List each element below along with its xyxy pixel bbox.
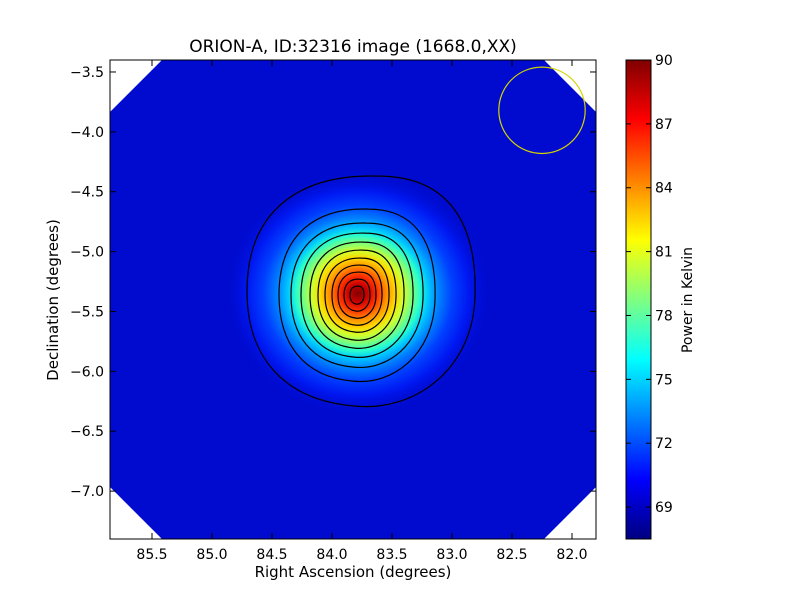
x-tick-label: 82.0 bbox=[556, 547, 587, 563]
contour-line bbox=[317, 249, 397, 341]
x-tick-label: 84.0 bbox=[316, 547, 347, 563]
y-tick-label: −6.5 bbox=[70, 424, 104, 440]
contour-line bbox=[290, 222, 424, 369]
image-corner-masks bbox=[110, 60, 596, 539]
colorbar-tick-label: 78 bbox=[655, 308, 673, 324]
contour-line bbox=[246, 175, 476, 408]
x-axis-label: Right Ascension (degrees) bbox=[255, 563, 452, 581]
y-axis-label: Declination (degrees) bbox=[44, 219, 62, 381]
colorbar-gradient bbox=[625, 59, 652, 540]
image-corner-mask bbox=[110, 60, 162, 112]
x-tick-label: 85.5 bbox=[136, 547, 167, 563]
y-tick-label: −7.0 bbox=[70, 484, 104, 500]
colorbar-tick-label: 69 bbox=[655, 500, 673, 516]
x-tick-label: 85.0 bbox=[196, 547, 227, 563]
colorbar-label: Power in Kelvin bbox=[680, 247, 696, 353]
colorbar: 69 72 75 78 81 84 87 90 Power in Kelvin bbox=[625, 53, 696, 540]
y-tick-label: −5.0 bbox=[70, 245, 104, 261]
x-tick-label: 84.5 bbox=[256, 547, 287, 563]
plot-frame bbox=[109, 59, 597, 540]
y-axis-ticks: −3.5 −4.0 −4.5 −5.0 −5.5 −6.0 −6.5 −7.0 bbox=[70, 65, 596, 500]
x-tick-label: 82.5 bbox=[496, 547, 527, 563]
x-tick-label: 83.0 bbox=[436, 547, 467, 563]
colorbar-tick-label: 75 bbox=[655, 372, 673, 388]
y-tick-label: −3.5 bbox=[70, 65, 104, 81]
contour-line bbox=[337, 271, 377, 319]
chart-title: ORION-A, ID:32316 image (1668.0,XX) bbox=[189, 37, 517, 57]
image-corner-mask bbox=[544, 60, 596, 112]
contour-line bbox=[324, 257, 390, 333]
colorbar-tick-label: 87 bbox=[655, 117, 673, 133]
contour-line bbox=[331, 264, 383, 326]
colorbar-tick-label: 81 bbox=[655, 245, 673, 261]
contour-line bbox=[309, 241, 405, 349]
colorbar-tick-label: 72 bbox=[655, 436, 673, 452]
contour-line bbox=[278, 208, 436, 383]
image-corner-mask bbox=[110, 487, 162, 539]
contour-line bbox=[300, 232, 414, 358]
y-tick-label: −5.5 bbox=[70, 304, 104, 320]
y-tick-label: −6.0 bbox=[70, 364, 104, 380]
x-axis-ticks: 85.5 85.0 84.5 84.0 83.5 83.0 82.5 82.0 bbox=[136, 60, 588, 563]
colorbar-tick-label: 90 bbox=[655, 53, 673, 69]
image-corner-mask bbox=[544, 487, 596, 539]
contour-lines bbox=[246, 175, 476, 408]
y-tick-label: −4.0 bbox=[70, 125, 104, 141]
x-tick-label: 83.5 bbox=[376, 547, 407, 563]
colorbar-tick-label: 84 bbox=[655, 181, 673, 197]
colorbar-ticks: 69 72 75 78 81 84 87 90 bbox=[626, 53, 673, 516]
plot-area bbox=[110, 60, 596, 539]
contour-line bbox=[349, 285, 365, 305]
source-emission bbox=[223, 168, 493, 419]
y-tick-label: −4.5 bbox=[70, 185, 104, 201]
beam-circle bbox=[498, 66, 586, 155]
contour-line bbox=[343, 278, 371, 312]
